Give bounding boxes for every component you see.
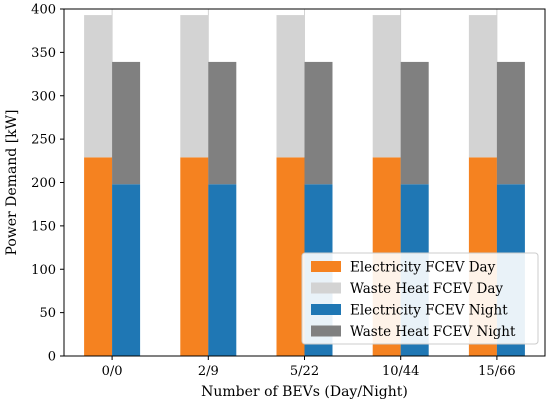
legend-label: Electricity FCEV Night — [350, 303, 508, 319]
x-axis-label: Number of BEVs (Day/Night) — [201, 384, 408, 400]
legend-label: Electricity FCEV Day — [350, 260, 496, 276]
y-tick-label: 200 — [31, 176, 56, 191]
legend-box — [301, 252, 539, 345]
y-tick-label: 100 — [31, 263, 56, 278]
bar-segment — [372, 15, 401, 158]
bar-segment — [400, 61, 429, 185]
legend: Electricity FCEV Day Waste Heat FCEV Day E… — [301, 252, 539, 345]
bar-segment — [208, 184, 237, 356]
bar-segment — [180, 15, 209, 158]
x-tick-label: 10/44 — [382, 364, 419, 379]
x-tick-label: 5/22 — [290, 364, 319, 379]
legend-swatch — [311, 261, 341, 272]
bar-segment — [304, 61, 333, 185]
axis-ticks: 0 50 100 150 200 250 300 350 400 0/0 2/9 5/22 10/44 1… — [31, 3, 515, 380]
y-tick-label: 350 — [31, 46, 56, 61]
bar-segment — [276, 157, 305, 356]
legend-label: Waste Heat FCEV Night — [350, 324, 516, 340]
bar-segment — [112, 184, 141, 356]
bar-segment — [468, 15, 497, 158]
bar-segment — [180, 157, 209, 356]
legend-swatch — [311, 282, 341, 294]
bar-segment — [112, 61, 141, 185]
y-tick-label: 50 — [39, 306, 56, 321]
legend-label: Waste Heat FCEV Day — [350, 281, 503, 297]
y-tick-label: 400 — [31, 3, 56, 18]
legend-swatch — [311, 304, 341, 315]
y-axis-label: Power Demand [kW] — [4, 109, 20, 255]
y-tick-label: 150 — [31, 219, 56, 234]
y-tick-label: 300 — [31, 89, 56, 104]
x-tick-label: 0/0 — [102, 364, 123, 379]
bar-segment — [208, 61, 237, 185]
y-tick-label: 0 — [48, 350, 56, 365]
bar-segment — [276, 15, 305, 158]
x-tick-label: 15/66 — [478, 364, 515, 379]
bar-segment — [84, 15, 113, 158]
x-tick-label: 2/9 — [198, 364, 219, 379]
legend-swatch — [311, 325, 341, 337]
bar-segment — [496, 61, 525, 185]
bar-segment — [84, 157, 113, 356]
y-tick-label: 250 — [31, 133, 56, 148]
